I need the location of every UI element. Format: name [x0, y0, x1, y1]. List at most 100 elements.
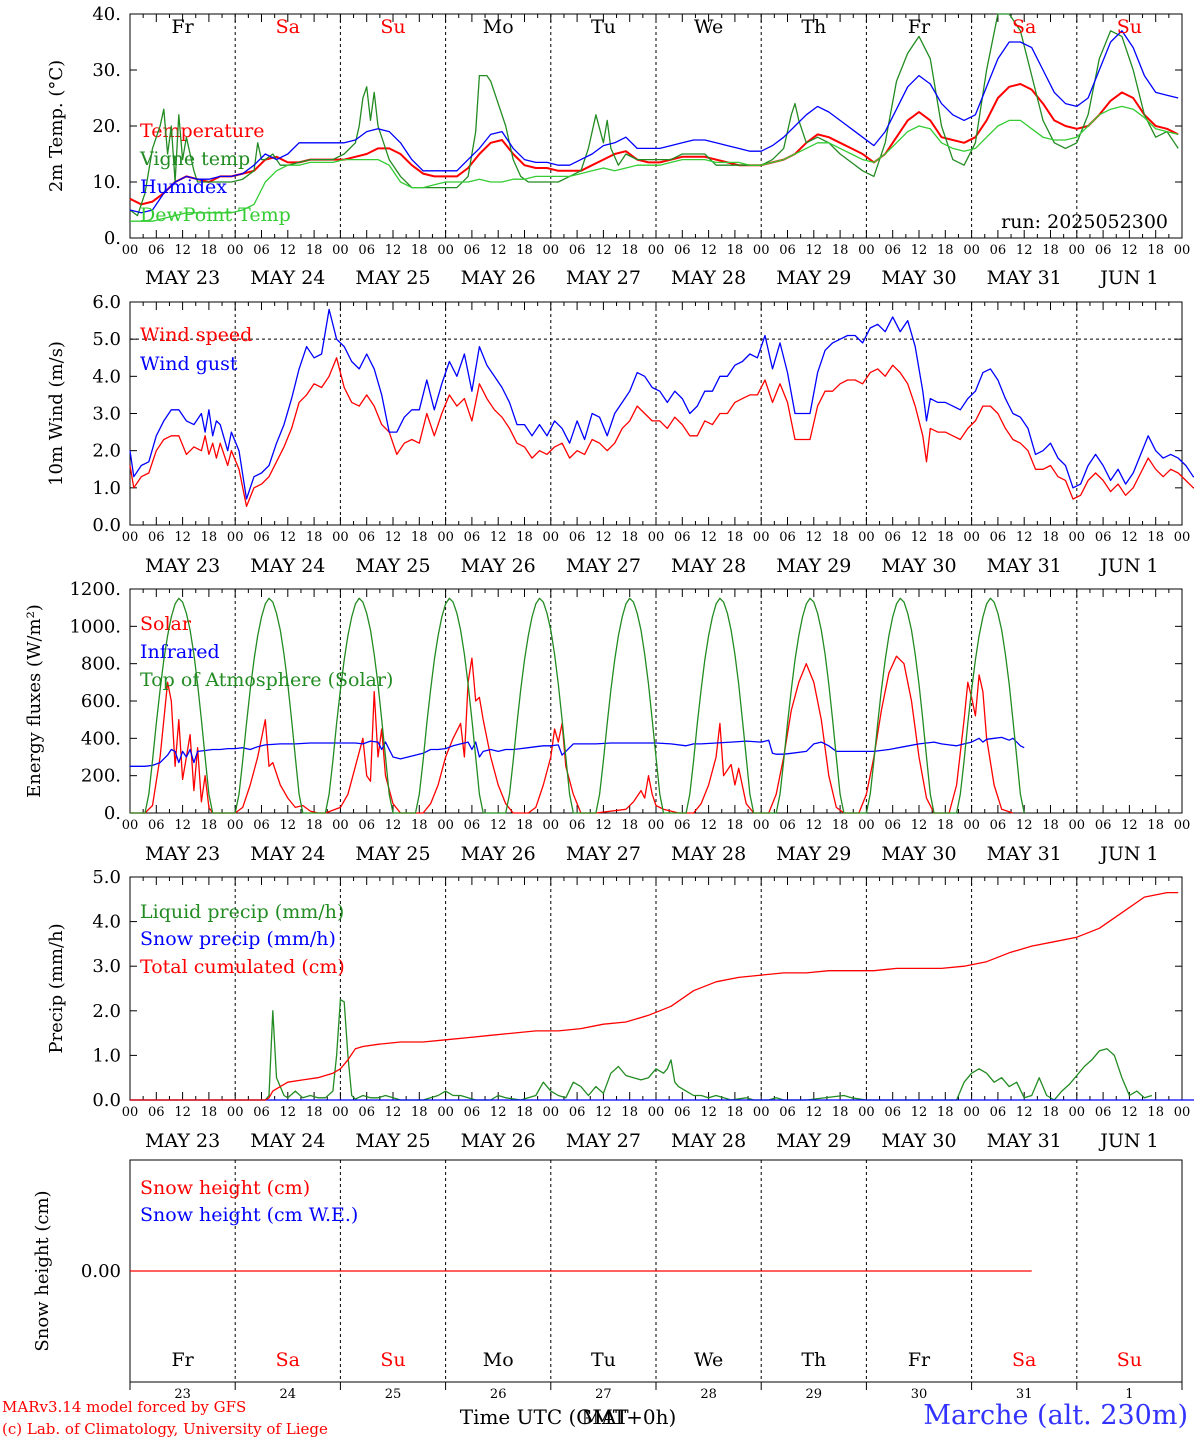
date-label: MAY 29 [776, 267, 851, 289]
date-label: MAY 28 [671, 843, 746, 865]
weekday-label: Sa [1012, 1349, 1036, 1371]
x-tick-label: 06 [990, 818, 1007, 833]
date-label: MAY 24 [250, 267, 325, 289]
x-tick-label: 18 [832, 243, 849, 258]
y-tick-label: 10. [92, 172, 121, 193]
legend-entry: Wind speed [140, 324, 252, 346]
x-tick-label: 12 [490, 530, 507, 545]
x-tick-label: 00 [1069, 1105, 1086, 1120]
legend-entry: Humidex [140, 176, 227, 198]
series-line [129, 308, 1194, 500]
x-tick-label: 06 [358, 530, 375, 545]
weekday-label: Su [1117, 16, 1142, 38]
x-tick-label: 12 [174, 530, 191, 545]
x-tick-label: 12 [700, 530, 717, 545]
x-tick-label: 18 [727, 1105, 744, 1120]
y-axis-label: 10m Wind (m/s) [46, 341, 67, 486]
date-label: MAY 24 [250, 555, 325, 577]
y-tick-label: 2.0 [92, 1001, 121, 1022]
x-tick-label: 06 [253, 530, 270, 545]
x-tick-label: 00 [648, 243, 665, 258]
x-tick-label: 06 [990, 1105, 1007, 1120]
x-tick-label: 12 [490, 1105, 507, 1120]
x-tick-label: 00 [1069, 530, 1086, 545]
legend-entry: Total cumulated (cm) [140, 956, 345, 978]
x-tick-label: 06 [779, 818, 796, 833]
x-tick-label: 00 [437, 530, 454, 545]
x-tick-label: 06 [253, 818, 270, 833]
x-tick-label: 06 [884, 530, 901, 545]
x-tick-label: 18 [1147, 243, 1164, 258]
x-tick-label: 12 [490, 818, 507, 833]
date-label: MAY 24 [250, 843, 325, 865]
x-tick-label: 12 [1121, 818, 1138, 833]
day-number-label: 28 [700, 1387, 717, 1402]
x-tick-label: 00 [858, 818, 875, 833]
x-tick-label: 12 [174, 1105, 191, 1120]
x-tick-label: 18 [832, 818, 849, 833]
date-label: MAY 31 [987, 1130, 1062, 1152]
x-tick-label: 12 [1121, 243, 1138, 258]
x-tick-label: 06 [674, 530, 691, 545]
x-tick-label: 00 [648, 1105, 665, 1120]
x-tick-label: 12 [806, 818, 823, 833]
x-tick-label: 06 [674, 243, 691, 258]
date-label: MAY 30 [881, 843, 956, 865]
x-tick-label: 12 [595, 818, 612, 833]
weekday-label: We [694, 16, 723, 38]
x-tick-label: 00 [227, 243, 244, 258]
series-line [130, 998, 1153, 1101]
run-label: run: 2025052300 [1001, 211, 1168, 233]
x-tick-label: 00 [437, 818, 454, 833]
x-tick-label: 06 [1095, 1105, 1112, 1120]
x-tick-label: 06 [358, 243, 375, 258]
y-axis-label: Snow height (cm) [32, 1190, 53, 1351]
y-tick-label: 3.0 [92, 956, 121, 977]
day-number-label: 31 [1016, 1387, 1033, 1402]
y-tick-label: 0. [104, 803, 121, 824]
x-tick-label: 18 [727, 530, 744, 545]
legend-entry: Wind gust [140, 353, 238, 375]
day-number-label: 23 [174, 1387, 191, 1402]
x-tick-label: 06 [779, 243, 796, 258]
x-tick-label: 06 [464, 530, 481, 545]
x-axis-title: Time UTC (GMT+0h) [460, 1405, 677, 1429]
x-tick-label: 00 [1069, 818, 1086, 833]
x-tick-label: 18 [411, 243, 428, 258]
x-tick-label: 12 [700, 243, 717, 258]
x-tick-label: 06 [569, 530, 586, 545]
chart-panel-5: 0.00 Snow height (cm) Snow height (cm) Snow… [32, 1159, 1183, 1429]
x-tick-label: 06 [990, 530, 1007, 545]
x-tick-label: 00 [648, 818, 665, 833]
x-tick-label: 12 [490, 243, 507, 258]
x-tick-label: 00 [1174, 1105, 1191, 1120]
y-tick-label: 200. [81, 766, 121, 787]
y-tick-label: 30. [92, 60, 121, 81]
y-axis-label: Energy fluxes (W/m²) [24, 604, 45, 798]
date-label: MAY 26 [461, 1130, 536, 1152]
x-tick-label: 12 [385, 530, 402, 545]
x-tick-label: 18 [201, 243, 218, 258]
x-tick-label: 12 [911, 1105, 928, 1120]
x-tick-label: 12 [1016, 818, 1033, 833]
x-tick-label: 00 [122, 1105, 139, 1120]
series-line [129, 13, 1179, 217]
x-tick-label: 06 [569, 1105, 586, 1120]
x-tick-label: 00 [858, 243, 875, 258]
x-tick-label: 18 [621, 530, 638, 545]
y-tick-label: 1.0 [92, 478, 121, 499]
date-label: MAY 27 [566, 843, 641, 865]
date-label: MAY 28 [671, 267, 746, 289]
x-tick-label: 12 [385, 818, 402, 833]
x-tick-label: 06 [464, 818, 481, 833]
x-tick-label: 00 [858, 1105, 875, 1120]
x-tick-label: 12 [911, 243, 928, 258]
x-tick-label: 18 [937, 243, 954, 258]
x-tick-label: 18 [516, 1105, 533, 1120]
date-label: MAY 29 [776, 843, 851, 865]
series-line [130, 105, 1179, 222]
x-tick-label: 06 [148, 818, 165, 833]
x-tick-label: 12 [280, 1105, 297, 1120]
x-tick-label: 00 [1069, 243, 1086, 258]
x-tick-label: 18 [1042, 818, 1059, 833]
